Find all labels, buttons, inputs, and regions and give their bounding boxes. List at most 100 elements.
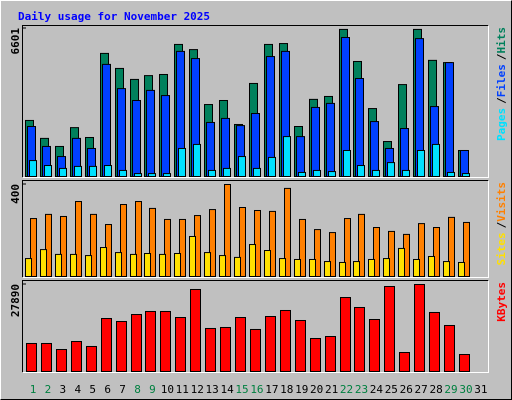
bar <box>189 235 196 277</box>
bar <box>74 165 82 177</box>
legend-entry: Sites <box>495 232 508 265</box>
x-tick-label: 20 <box>310 383 323 396</box>
bar <box>373 227 380 277</box>
bar <box>116 320 127 373</box>
bar <box>280 309 291 373</box>
x-tick-label: 25 <box>385 383 398 396</box>
panel-border-dark <box>22 280 489 373</box>
x-tick-label: 30 <box>459 383 472 396</box>
bar <box>89 165 97 177</box>
bar <box>44 165 52 177</box>
bar <box>428 255 435 277</box>
x-tick-label: 31 <box>474 383 487 396</box>
bar <box>71 340 82 372</box>
panel-border-light <box>22 180 489 278</box>
bar <box>149 207 156 277</box>
bar <box>265 316 276 372</box>
bar <box>223 167 231 178</box>
legend: Pages/Files/Hits <box>495 27 508 141</box>
bar <box>417 149 425 178</box>
x-tick-label: 24 <box>370 383 384 396</box>
bar <box>309 258 316 278</box>
bar <box>224 184 231 277</box>
bar <box>221 117 230 177</box>
bar <box>310 337 321 372</box>
bar <box>324 261 331 277</box>
x-tick-label: 19 <box>295 383 308 396</box>
bar <box>433 227 440 277</box>
bar <box>264 250 271 277</box>
bar <box>190 288 201 372</box>
bar <box>458 261 465 278</box>
bar <box>101 318 112 372</box>
bar <box>174 253 181 277</box>
bar <box>388 230 395 277</box>
bar <box>178 147 186 177</box>
bar <box>398 247 405 278</box>
bar <box>445 62 454 177</box>
bar <box>429 311 440 372</box>
bar <box>414 284 425 372</box>
bar <box>384 285 395 373</box>
bar <box>239 207 246 277</box>
legend-entry: Visits <box>495 182 508 222</box>
bar <box>208 169 216 177</box>
x-tick-label: 23 <box>355 383 368 396</box>
bar <box>115 252 122 278</box>
bar <box>145 310 156 372</box>
bar <box>311 106 320 177</box>
bar <box>353 261 360 277</box>
bar <box>249 244 256 277</box>
x-tick-label: 4 <box>74 383 81 396</box>
bar <box>369 318 380 372</box>
legend-entry: Pages <box>495 108 508 141</box>
panel-border-light <box>22 25 489 178</box>
legend-separator: / <box>495 53 508 60</box>
legend-entry: Hits <box>495 27 508 54</box>
bar <box>299 218 306 278</box>
x-tick-label: 13 <box>206 383 219 396</box>
bar <box>383 258 390 277</box>
bar <box>160 310 171 372</box>
bar <box>339 261 346 278</box>
x-tick-label: 26 <box>400 383 413 396</box>
bar <box>134 173 142 178</box>
bar <box>313 169 321 177</box>
bar <box>164 218 171 278</box>
bar <box>370 121 379 178</box>
bar <box>90 213 97 277</box>
bar <box>432 143 440 177</box>
legend-separator: / <box>495 97 508 104</box>
bar <box>251 112 260 177</box>
bar <box>444 324 455 373</box>
bar <box>355 78 364 177</box>
bar <box>254 209 261 278</box>
y-tick-label: 6601 <box>9 28 22 55</box>
x-tick-label: 28 <box>429 383 442 396</box>
panel-border-dark <box>22 25 489 178</box>
x-tick-label: 5 <box>89 383 96 396</box>
chart-title: Daily usage for November 2025 <box>18 10 210 23</box>
bar <box>462 173 470 178</box>
bar <box>283 136 291 177</box>
x-tick-label: 10 <box>161 383 174 396</box>
bar <box>357 165 365 177</box>
bar <box>413 258 420 278</box>
panel-border-light <box>22 280 489 373</box>
bar <box>448 216 455 277</box>
x-tick-label: 17 <box>265 383 278 396</box>
bar <box>235 317 246 373</box>
bar <box>269 210 276 277</box>
bar <box>60 215 67 277</box>
bar <box>131 314 142 372</box>
bar <box>447 171 455 178</box>
x-tick-label: 2 <box>45 383 52 396</box>
bar <box>70 253 77 277</box>
bar <box>159 253 166 277</box>
x-tick-label: 8 <box>134 383 141 396</box>
bar <box>354 306 365 372</box>
bar <box>463 221 470 277</box>
bar <box>59 167 67 178</box>
bar <box>220 326 231 372</box>
bar <box>314 229 321 277</box>
